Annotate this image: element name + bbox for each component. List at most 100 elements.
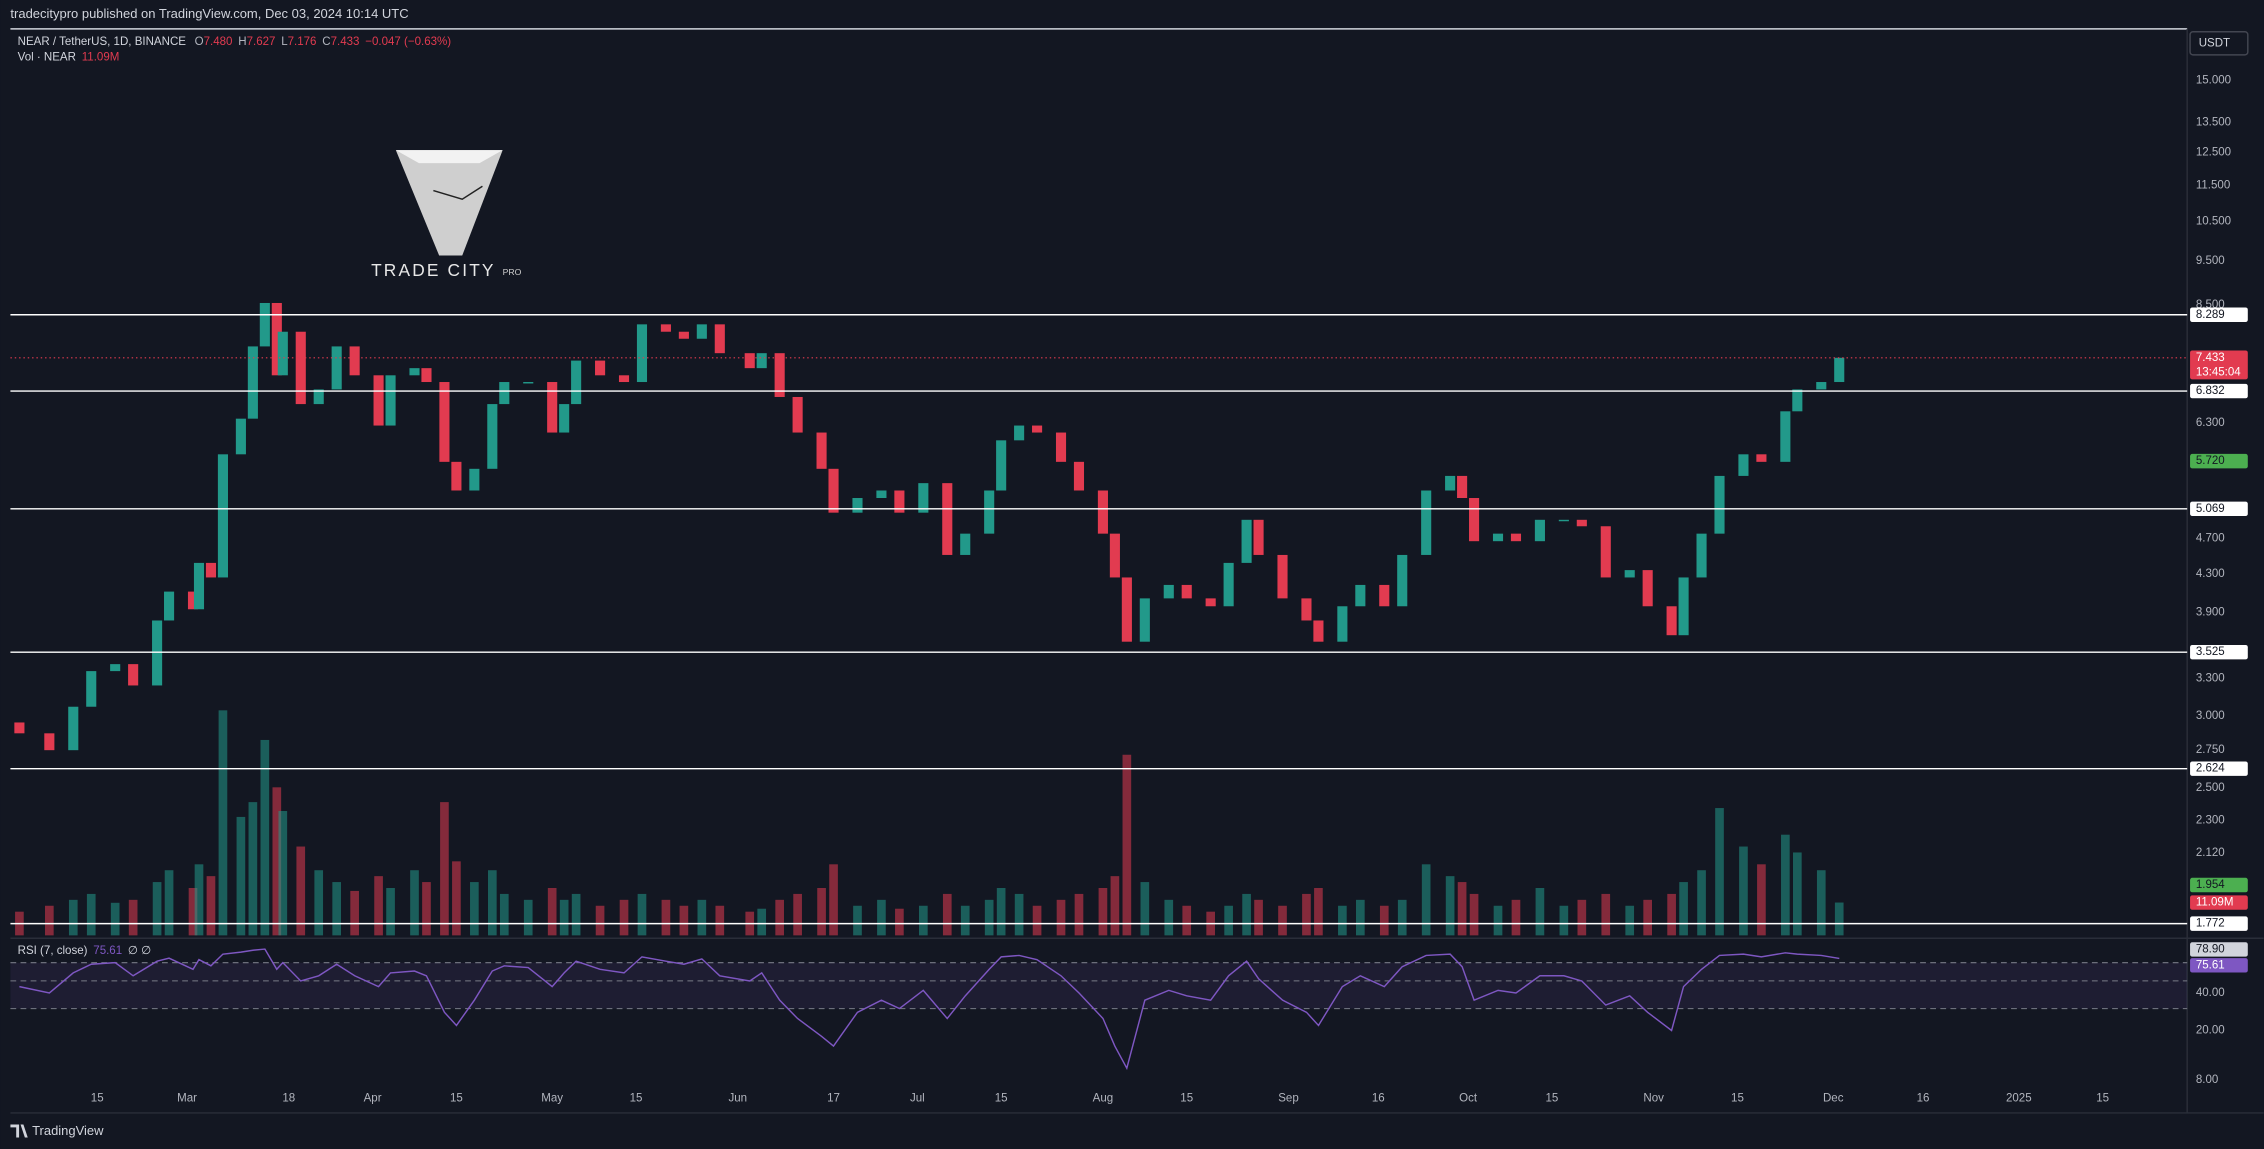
rsi-line	[19, 948, 1840, 1071]
volume-bar	[1816, 870, 1826, 936]
volume-bar	[164, 870, 174, 936]
candle	[247, 346, 258, 419]
ohlc-key: C	[322, 36, 330, 48]
volume-bar	[296, 846, 306, 936]
x-tick-label: Mar	[177, 1093, 197, 1105]
candle	[756, 353, 767, 369]
candle	[1780, 411, 1791, 462]
volume-bar	[470, 882, 479, 936]
candle	[1678, 577, 1689, 636]
currency-box[interactable]	[2189, 31, 2249, 56]
candle	[439, 382, 450, 462]
volume-bar	[272, 787, 282, 936]
y-tick-label: 2.500	[2196, 782, 2225, 794]
candle	[918, 483, 929, 513]
x-tick-label: 15	[995, 1093, 1008, 1105]
ohlc-value: 7.480	[204, 36, 233, 48]
y-tick-label: 13.500	[2196, 116, 2231, 128]
x-tick-label: 15	[1731, 1093, 1744, 1105]
y-tick-label: 3.000	[2196, 710, 2225, 722]
volume-bar	[1667, 893, 1676, 936]
candle	[1510, 533, 1522, 542]
candle	[128, 664, 139, 686]
rsi-extra: ∅ ∅	[128, 945, 151, 957]
x-tick-label: 15	[450, 1093, 463, 1105]
candle	[1714, 475, 1725, 534]
volume-bar	[260, 739, 270, 936]
volume-bar	[188, 887, 198, 936]
volume-bar	[1014, 893, 1024, 936]
volume-bar	[410, 870, 419, 936]
volume-bar	[1715, 808, 1724, 936]
x-tick-label: 15	[2096, 1093, 2109, 1105]
level-label: 8.289	[2196, 309, 2225, 321]
volume-bar	[440, 802, 449, 936]
volume-bar	[248, 802, 258, 936]
volume-bar	[1356, 899, 1365, 936]
candle	[313, 389, 324, 405]
x-tick-label: 16	[1372, 1093, 1385, 1105]
last-price: 7.433	[2196, 352, 2225, 364]
volume-bar	[1074, 893, 1084, 936]
x-tick-label: 15	[1545, 1093, 1558, 1105]
volume-bar	[1625, 905, 1635, 936]
volume-bar	[595, 905, 605, 936]
volume-bar	[817, 887, 826, 936]
volume-bar	[1577, 899, 1587, 936]
x-tick-label: Dec	[1823, 1093, 1844, 1105]
countdown: 13:45:04	[2196, 366, 2241, 378]
candle	[110, 664, 121, 672]
volume-bar	[793, 893, 802, 936]
candle	[1109, 533, 1120, 578]
volume-bar	[487, 870, 497, 936]
x-tick-label: Jun	[728, 1093, 747, 1105]
x-tick-label: Nov	[1643, 1093, 1664, 1105]
x-tick-label: 17	[827, 1093, 840, 1105]
volume-bar	[1792, 852, 1802, 936]
level-label: 5.069	[2196, 503, 2225, 515]
volume-bar	[1757, 864, 1766, 936]
volume-bar	[1643, 899, 1653, 936]
volume-bar	[853, 905, 862, 936]
volume-bar	[637, 893, 647, 936]
volume-bar	[1122, 754, 1132, 936]
candle	[1223, 562, 1234, 607]
volume-bar	[422, 882, 431, 936]
volume-label: 11.09M	[2196, 897, 2234, 909]
volume-bar	[571, 893, 581, 936]
volume-bar	[559, 899, 569, 936]
volume-bar	[386, 887, 395, 936]
volume-bar	[86, 893, 96, 936]
volume-bar	[1421, 864, 1431, 936]
volume-bar	[1511, 899, 1521, 936]
candle	[636, 324, 648, 383]
candle	[852, 498, 863, 513]
x-tick-label: May	[541, 1093, 563, 1105]
x-tick-label: 18	[282, 1093, 295, 1105]
candle	[942, 483, 953, 555]
candle	[1355, 584, 1366, 607]
volume-bar	[332, 882, 342, 936]
ohlc-value: 7.433	[331, 36, 360, 48]
rsi-tick-label: 20.00	[2196, 1025, 2225, 1037]
y-tick-label: 3.300	[2196, 672, 2225, 684]
ohlc-key: L	[281, 36, 288, 48]
candle	[1492, 533, 1504, 542]
x-tick-label: Sep	[1278, 1093, 1299, 1105]
candle	[816, 432, 827, 469]
volume-bar	[1697, 870, 1706, 936]
candle	[960, 533, 971, 555]
volume-bar	[314, 870, 324, 936]
candle	[205, 562, 217, 578]
x-tick-label: 15	[91, 1093, 104, 1105]
x-tick-label: 2025	[2006, 1093, 2032, 1105]
watermark-logo: TRADE CITY PRO	[371, 150, 522, 280]
volume-bar	[278, 811, 288, 936]
candle	[660, 324, 671, 332]
level-label: 6.832	[2196, 385, 2225, 397]
rsi-name: RSI (7, close)	[18, 945, 88, 957]
y-tick-label: 10.500	[2196, 215, 2231, 227]
candle	[696, 324, 707, 339]
volume-label-box	[2190, 895, 2248, 910]
